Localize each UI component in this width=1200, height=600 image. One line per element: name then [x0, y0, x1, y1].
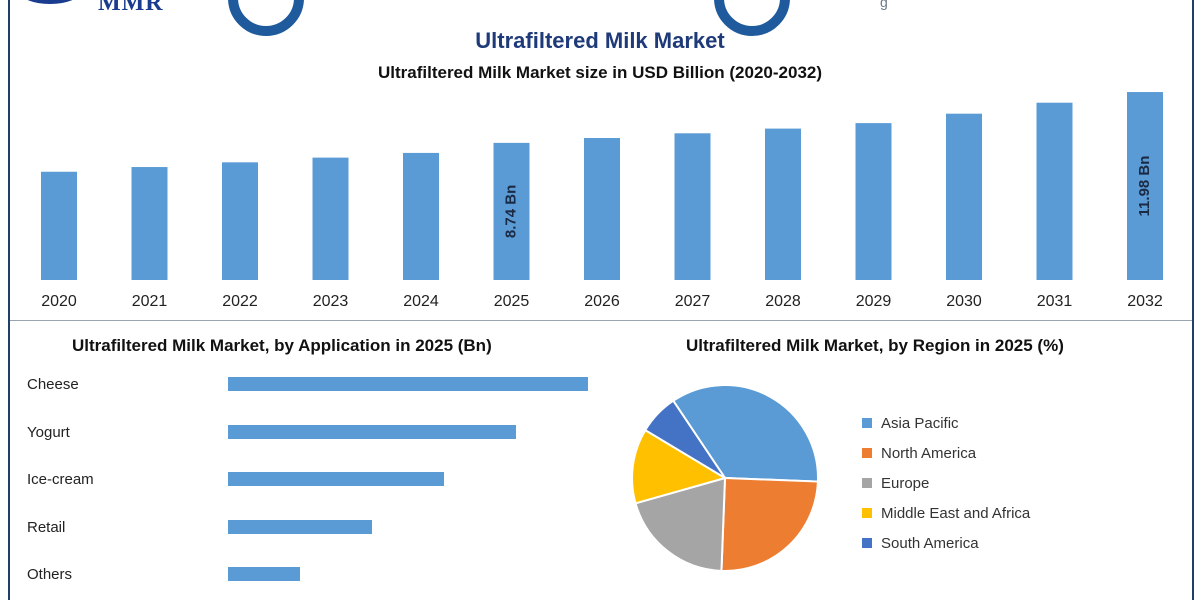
region-legend: Asia Pacific North America Europe Middle Ea… — [862, 408, 1030, 558]
x-tick-label-2021: 2021 — [132, 293, 168, 310]
application-bar-ice-cream — [228, 472, 444, 486]
application-bar-retail — [228, 519, 372, 534]
x-tick-label-2024: 2024 — [403, 293, 439, 310]
pie-slice-north-america — [720, 476, 819, 572]
legend-swatch — [862, 538, 872, 548]
region-pie-chart — [631, 384, 819, 572]
x-tick-label-2027: 2027 — [675, 293, 711, 310]
x-tick-label-2025: 2025 — [494, 293, 530, 310]
pie-slice-europe — [634, 476, 727, 572]
x-tick-label-2031: 2031 — [1037, 293, 1073, 310]
bar-2023 — [312, 157, 349, 280]
bar-2021 — [131, 167, 168, 280]
bar-2024 — [403, 152, 439, 280]
legend-swatch — [862, 508, 872, 518]
bar-chart-title: Ultrafiltered Milk Market size in USD Bi… — [377, 63, 823, 82]
legend-swatch — [862, 448, 872, 458]
data-label-2025: 8.74 Bn — [502, 185, 519, 238]
bar-2029 — [855, 123, 892, 280]
frame-left-border — [8, 0, 10, 600]
application-label-others: Others — [27, 566, 73, 583]
legend-swatch — [862, 478, 872, 488]
bar-2032 — [1127, 92, 1163, 280]
application-label-retail: Retail — [27, 518, 66, 536]
main-title: Ultrafiltered Milk Market — [475, 28, 725, 53]
pie-slice-south-america — [643, 399, 726, 479]
bar-2026 — [584, 138, 620, 280]
x-tick-label-2023: 2023 — [313, 293, 349, 310]
logo-text: MMR — [98, 0, 164, 16]
legend-label: Middle East and Africa — [881, 504, 1031, 522]
bar-2031 — [1036, 102, 1073, 281]
pie-slice-middle-east-and-africa — [631, 428, 728, 505]
legend-item: Asia Pacific — [862, 408, 1030, 438]
section-divider — [10, 320, 1192, 321]
x-tick-label-2029: 2029 — [856, 293, 892, 310]
data-label-2032: 11.98 Bn — [1136, 156, 1153, 217]
logo-swoosh-icon — [27, 0, 73, 4]
bar-2028 — [765, 128, 801, 280]
application-label-yogurt: Yogurt — [27, 423, 70, 441]
x-tick-label-2030: 2030 — [946, 293, 982, 310]
frame-right-border — [1192, 0, 1194, 600]
application-bar-cheese — [228, 377, 588, 391]
bar-2027 — [674, 133, 711, 280]
region-chart-title: Ultrafiltered Milk Market, by Region in … — [686, 336, 1064, 355]
legend-item: North America — [862, 438, 1030, 468]
bar-2025 — [493, 142, 530, 280]
legend-item: Middle East and Africa — [862, 498, 1030, 528]
legend-label: Europe — [881, 474, 930, 492]
bar-2020 — [41, 171, 77, 280]
legend-label: North America — [881, 444, 977, 462]
brand-logo: MMR — [20, 0, 164, 16]
x-tick-label-2022: 2022 — [222, 293, 258, 310]
x-tick-label-2028: 2028 — [765, 293, 801, 310]
legend-label: South America — [881, 534, 979, 552]
legend-swatch — [862, 418, 872, 428]
x-tick-label-2026: 2026 — [584, 293, 620, 310]
legend-item: Europe — [862, 468, 1030, 498]
pie-slice-asia-pacific — [671, 384, 819, 483]
bar-2022 — [222, 162, 258, 280]
application-label-ice-cream: Ice-cream — [27, 471, 94, 488]
bar-2030 — [946, 113, 982, 280]
market-size-bar-chart: 2020 2021 2022 2023 2024 2025 8.74 Bn 2026 2027 2… — [41, 92, 1163, 310]
x-tick-label-2020: 2020 — [41, 293, 77, 310]
application-chart-title: Ultrafiltered Milk Market, by Applicatio… — [72, 336, 492, 355]
application-bar-others — [228, 567, 300, 581]
legend-label: Asia Pacific — [881, 414, 959, 432]
application-bar-yogurt — [228, 424, 516, 439]
header-clipped-text: g — [880, 0, 888, 10]
legend-item: South America — [862, 528, 1030, 558]
application-label-cheese: Cheese — [27, 376, 79, 393]
x-tick-label-2032: 2032 — [1127, 293, 1163, 310]
